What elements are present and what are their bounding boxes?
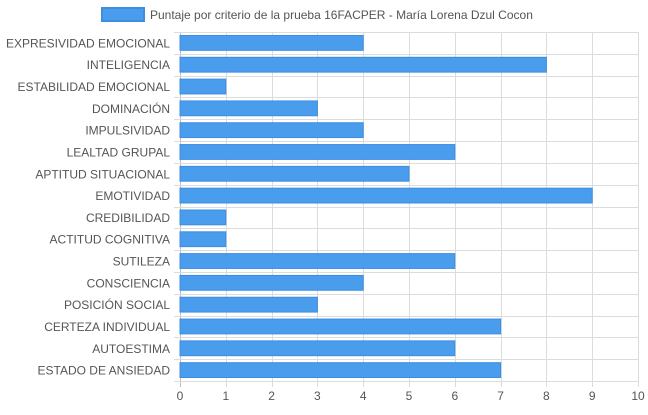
bar[interactable]	[179, 274, 364, 291]
bar[interactable]	[179, 318, 502, 335]
bar[interactable]	[179, 144, 456, 160]
y-category-label: EMOTIVIDAD	[95, 189, 170, 203]
grid-lines	[174, 32, 639, 387]
x-tick-label: 3	[314, 389, 321, 403]
y-category-label: ESTABILIDAD EMOCIONAL	[18, 80, 171, 94]
y-category-label: APTITUD SITUACIONAL	[35, 167, 170, 181]
bar[interactable]	[179, 296, 318, 313]
bars	[179, 34, 593, 379]
y-category-label: ESTADO DE ANSIEDAD	[38, 364, 171, 378]
bar[interactable]	[179, 165, 410, 182]
bar[interactable]	[179, 231, 227, 248]
y-category-label: IMPULSIVIDAD	[85, 124, 170, 138]
bar[interactable]	[179, 253, 456, 269]
x-tick-label: 6	[451, 389, 458, 403]
x-tick-label: 8	[543, 389, 550, 403]
x-tick-label: 4	[360, 389, 367, 403]
legend[interactable]: Puntaje por criterio de la prueba 16FACP…	[101, 7, 533, 22]
bar[interactable]	[179, 362, 502, 379]
y-category-label: LEALTAD GRUPAL	[67, 145, 171, 159]
y-category-label: CERTEZA INDIVIDUAL	[44, 320, 170, 334]
y-category-label: DOMINACIÓN	[92, 101, 170, 116]
x-tick-label: 5	[406, 389, 413, 403]
y-category-label: ACTITUD COGNITIVA	[50, 233, 170, 247]
x-tick-label: 7	[497, 389, 504, 403]
bar[interactable]	[179, 78, 227, 95]
bar[interactable]	[179, 122, 364, 139]
axes: 0 1 2 3 4 5 6 7 8 9 10 EXPRESIVIDAD EMOCIONAL INTELI…	[6, 36, 645, 403]
bar[interactable]	[179, 340, 456, 357]
x-tick-label: 0	[177, 389, 184, 403]
y-category-label: CONSCIENCIA	[87, 276, 170, 290]
bar[interactable]	[179, 187, 593, 204]
y-category-label: POSICIÓN SOCIAL	[64, 297, 170, 312]
bar[interactable]	[179, 34, 364, 51]
x-tick-label: 2	[268, 389, 275, 403]
bar[interactable]	[179, 209, 227, 226]
legend-label[interactable]: Puntaje por criterio de la prueba 16FACP…	[150, 8, 533, 22]
x-tick-label: 10	[631, 389, 645, 403]
y-category-label: EXPRESIVIDAD EMOCIONAL	[6, 36, 170, 50]
bar[interactable]	[179, 100, 318, 117]
x-tick-label: 9	[589, 389, 596, 403]
bar[interactable]	[179, 56, 547, 73]
y-category-label: SUTILEZA	[113, 255, 170, 269]
y-category-label: AUTOESTIMA	[92, 342, 170, 356]
x-tick-label: 1	[222, 389, 229, 403]
legend-swatch[interactable]	[101, 7, 145, 22]
y-category-label: INTELIGENCIA	[87, 58, 170, 72]
y-category-label: CREDIBILIDAD	[86, 211, 170, 225]
